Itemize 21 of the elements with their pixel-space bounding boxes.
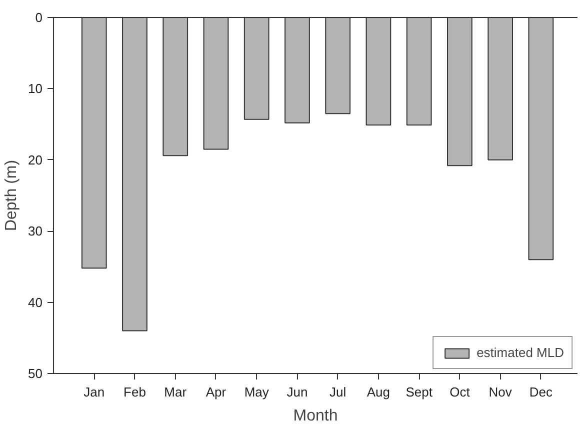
y-tick-label: 30 [28, 224, 43, 239]
x-tick-label: Nov [488, 384, 512, 400]
x-tick-label: May [244, 384, 270, 400]
x-tick-label: Feb [124, 384, 146, 400]
x-tick-label: Apr [206, 384, 227, 400]
x-tick-label: Oct [450, 384, 470, 400]
y-tick-label: 10 [28, 81, 43, 96]
x-tick-label: Jul [330, 384, 346, 400]
legend-label: estimated MLD [476, 345, 564, 360]
y-tick-label: 0 [35, 10, 43, 25]
x-tick-label: Mar [164, 384, 188, 400]
y-tick-label: 20 [28, 152, 43, 168]
x-tick-label: Dec [529, 384, 553, 400]
x-tick-label: Sept [406, 384, 433, 400]
x-tick-label: Jun [286, 384, 308, 400]
x-tick-label: Aug [366, 384, 390, 400]
y-tick-label: 40 [28, 294, 43, 310]
x-tick-label: Jan [84, 384, 105, 400]
y-tick-label: 50 [28, 366, 43, 381]
x-axis-title: Month [293, 408, 338, 424]
y-axis-title: Depth (m) [3, 160, 20, 232]
